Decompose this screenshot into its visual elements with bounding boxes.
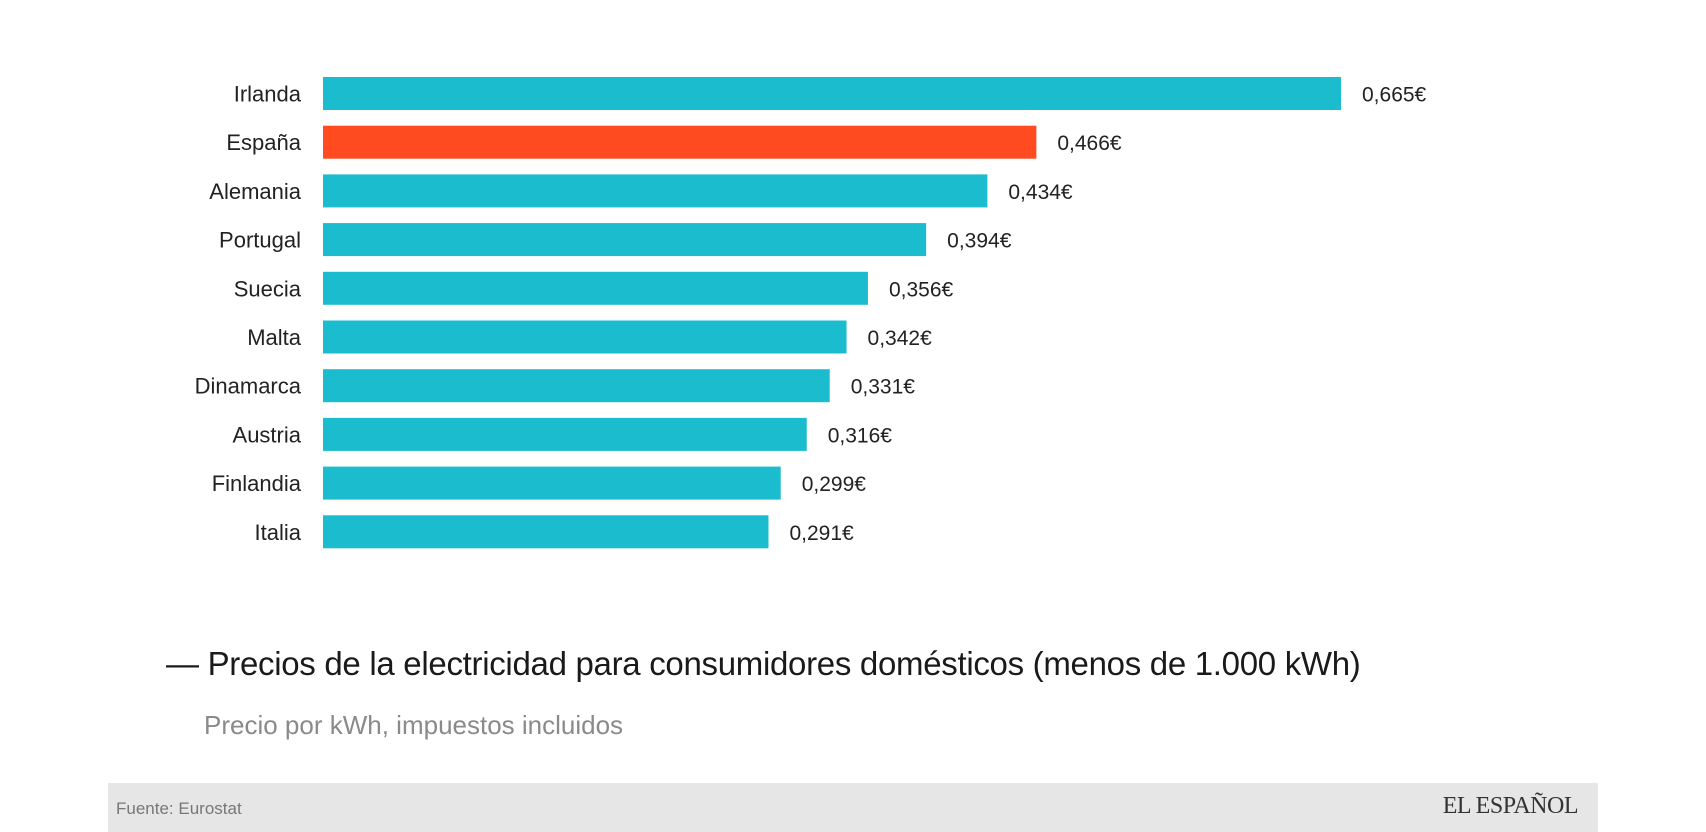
category-label: Portugal (219, 228, 301, 253)
value-label: 0,342€ (868, 327, 933, 350)
category-label: Austria (233, 422, 302, 447)
el-espanol-logo: EL ESPAÑOL (1442, 793, 1579, 819)
category-label: España (226, 130, 301, 155)
bar-italia (323, 515, 769, 549)
bar-finlandia (323, 466, 781, 500)
bar-irlanda (323, 77, 1341, 110)
source-text: Fuente: Eurostat (116, 799, 242, 818)
bar-dinamarca (323, 369, 830, 403)
category-label: Italia (255, 520, 302, 545)
value-label: 0,291€ (789, 522, 854, 545)
bar-portugal (323, 223, 927, 257)
category-label: Suecia (234, 276, 302, 301)
category-label: Alemania (209, 179, 301, 204)
category-label: Finlandia (212, 471, 302, 496)
value-label: 0,665€ (1362, 84, 1427, 107)
bar-chart: Irlanda 0,665€ España 0,466€ Alemania 0,434€ P… (195, 77, 1427, 549)
value-label: 0,466€ (1057, 132, 1122, 155)
bar-suecia (323, 271, 868, 305)
category-label: Malta (247, 325, 302, 350)
value-label: 0,394€ (947, 230, 1012, 253)
category-label: Dinamarca (195, 374, 302, 399)
value-label: 0,356€ (889, 278, 954, 301)
bar-austria (323, 417, 807, 451)
chart-title: — Precios de la electricidad para consum… (166, 645, 1361, 682)
value-label: 0,434€ (1008, 181, 1073, 204)
bar-españa (323, 125, 1037, 159)
bar-malta (323, 320, 847, 354)
value-label: 0,299€ (802, 473, 867, 496)
chart-subtitle: Precio por kWh, impuestos incluidos (204, 710, 624, 740)
footer-bar: Fuente: Eurostat EL ESPAÑOL (108, 783, 1598, 832)
bar-alemania (323, 174, 988, 208)
value-label: 0,316€ (828, 424, 893, 447)
category-label: Irlanda (234, 82, 302, 107)
value-label: 0,331€ (851, 376, 916, 399)
